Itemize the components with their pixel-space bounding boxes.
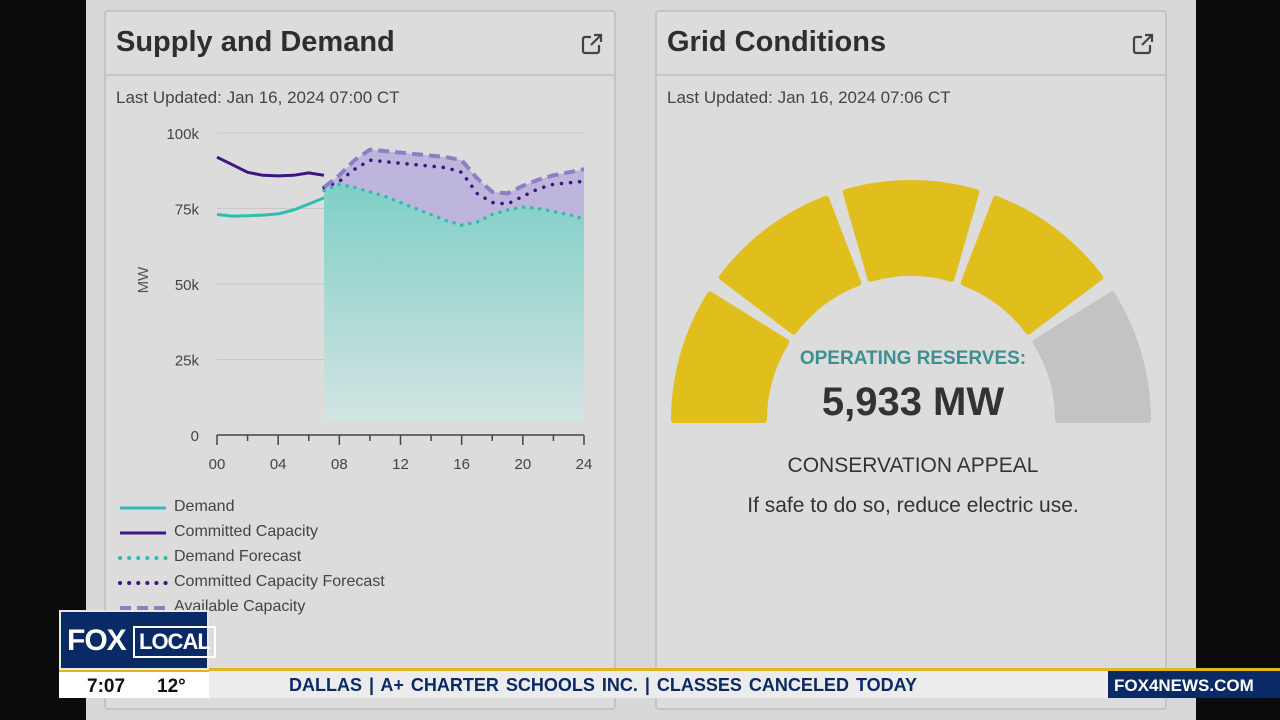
x-tick-label: 08 — [331, 456, 348, 473]
grid-conditions-header: Grid Conditions — [657, 12, 1165, 76]
y-axis-label: MW — [135, 266, 152, 293]
legend-item: Demand Forecast — [116, 548, 416, 568]
legend-label: Committed Capacity Forecast — [174, 573, 385, 590]
available-capacity-area — [324, 149, 584, 226]
legend-label: Demand Forecast — [174, 548, 302, 565]
legend-swatch — [118, 556, 168, 560]
news-ticker: DALLAS | A+ CHARTER SCHOOLS INC. | CLASS… — [209, 668, 1280, 698]
website-text: FOX4NEWS.COM — [1114, 676, 1254, 695]
current-time: 7:07 — [87, 676, 126, 697]
grid-last-updated: Last Updated: Jan 16, 2024 07:06 CT — [667, 88, 951, 107]
demand-forecast-area — [324, 184, 584, 421]
x-tick-label: 20 — [514, 456, 531, 473]
x-tick-label: 16 — [453, 456, 470, 473]
legend-swatch — [120, 606, 166, 610]
grid-conditions-title: Grid Conditions — [667, 26, 887, 58]
operating-reserves-label: OPERATING RESERVES: — [799, 348, 1027, 369]
supply-last-updated: Last Updated: Jan 16, 2024 07:00 CT — [116, 88, 400, 107]
legend-item: Committed Capacity Forecast — [116, 573, 416, 593]
grid-status-description: If safe to do so, reduce electric use. — [747, 494, 1079, 517]
time-temperature-bar: 7:07 12° — [59, 670, 209, 698]
gauge-segment — [718, 195, 862, 335]
supply-demand-header: Supply and Demand — [106, 12, 614, 76]
supply-demand-title: Supply and Demand — [116, 26, 395, 58]
y-tick-label: 50k — [175, 277, 200, 294]
external-link-icon[interactable] — [1131, 32, 1155, 56]
operating-reserves-gauge — [671, 180, 1151, 423]
grid-conditions-panel: Grid Conditions Last Updated: Jan 16, 20… — [655, 10, 1167, 710]
series-available-capacity — [322, 147, 585, 196]
website-banner: FOX4NEWS.COM — [1108, 668, 1280, 698]
gauge-segment — [842, 180, 980, 282]
current-temperature: 12° — [157, 676, 186, 697]
ticker-text: DALLAS | A+ CHARTER SCHOOLS INC. | CLASS… — [289, 675, 917, 695]
logo-fox-text: FOX — [67, 624, 127, 657]
legend-label: Demand — [174, 498, 235, 515]
supply-demand-chart: 0 25k 50k 75k 100k MW 00 04 08 12 16 20 24 — [135, 126, 593, 473]
legend-swatch — [120, 506, 166, 510]
x-tick-label: 04 — [270, 456, 287, 473]
x-tick-label: 12 — [392, 456, 409, 473]
legend-swatch — [118, 581, 168, 585]
x-tick-label: 24 — [576, 456, 593, 473]
operating-reserves-value: 5,933 MW — [821, 380, 1005, 424]
y-tick-label: 75k — [175, 202, 200, 219]
external-link-icon[interactable] — [580, 32, 604, 56]
grid-status-label: CONSERVATION APPEAL — [787, 454, 1039, 477]
x-tick-label: 00 — [209, 456, 226, 473]
y-tick-label: 100k — [166, 126, 199, 143]
gauge-segment — [1032, 291, 1151, 423]
series-demand-forecast — [322, 182, 586, 227]
fox-local-logo: FOX LOCAL — [59, 610, 216, 670]
legend-swatch — [120, 531, 166, 535]
series-committed-capacity — [216, 155, 325, 178]
logo-local-text: LOCAL — [133, 626, 216, 658]
series-demand — [216, 196, 325, 218]
legend-item: Committed Capacity — [116, 523, 416, 543]
legend-item: Demand — [116, 498, 416, 518]
gauge-segment — [960, 195, 1104, 335]
y-tick-label: 0 — [191, 428, 199, 445]
legend-label: Committed Capacity — [174, 523, 319, 540]
y-tick-label: 25k — [175, 353, 200, 370]
gauge-segment — [671, 291, 790, 423]
